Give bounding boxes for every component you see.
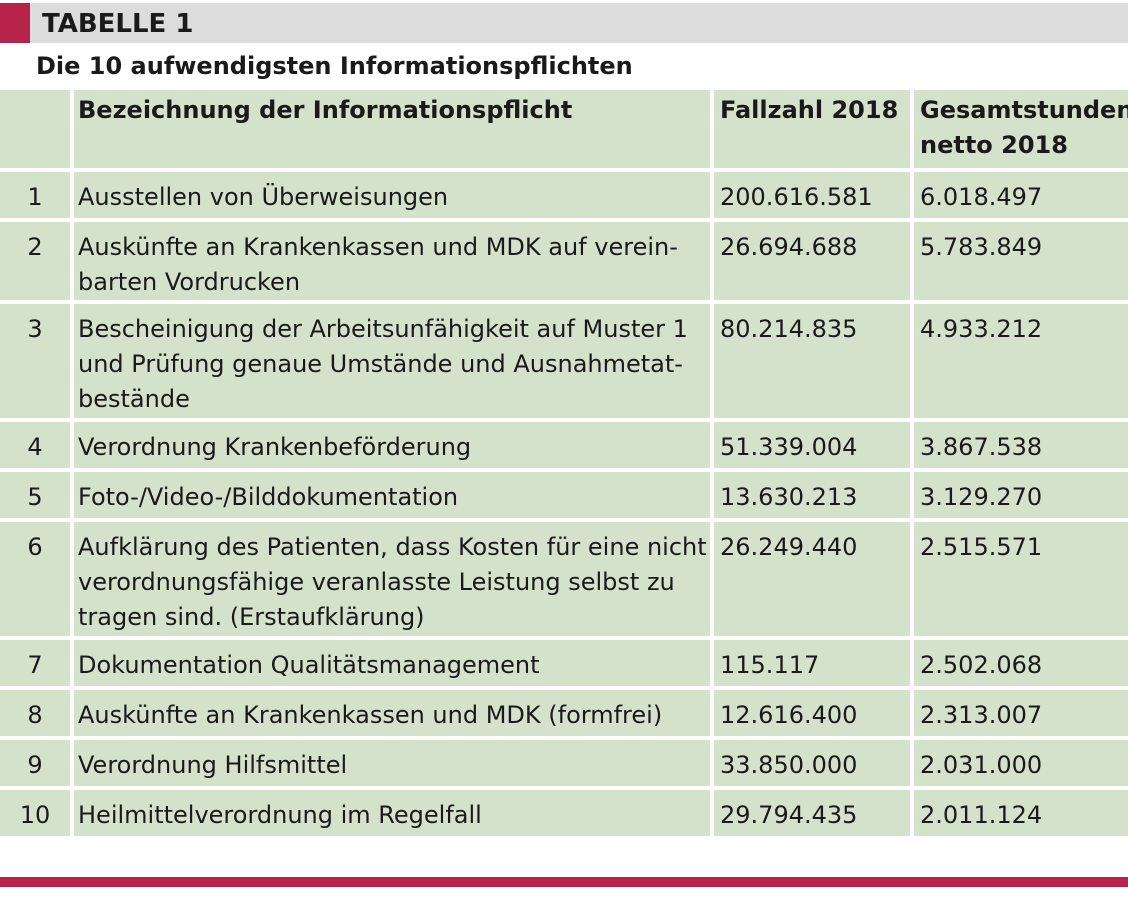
table-bottom-rule — [0, 877, 1128, 887]
table-title: Die 10 aufwendigsten Informationspflicht… — [36, 52, 633, 80]
row-hours: 2.502.068 — [914, 640, 1128, 686]
row-hours: 2.515.571 — [914, 522, 1128, 636]
row-name: Ausstellen von Überweisungen — [74, 172, 710, 218]
row-hours: 4.933.212 — [914, 304, 1128, 418]
row-name: Heilmittelverordnung im Regelfall — [74, 790, 710, 836]
table-row: 8 Auskünfte an Krankenkassen und MDK (fo… — [0, 690, 1128, 736]
row-name: Foto-/Video-/Bilddokumentation — [74, 472, 710, 518]
row-hours: 6.018.497 — [914, 172, 1128, 218]
row-cases: 13.630.213 — [714, 472, 910, 518]
table-label: TABELLE 1 — [42, 9, 194, 39]
table-row: 9 Verordnung Hilfsmittel 33.850.000 2.03… — [0, 740, 1128, 786]
header-cases: Fallzahl 2018 — [714, 90, 910, 168]
row-number: 9 — [0, 740, 70, 786]
row-name: Aufklärung des Patienten, dass Kosten fü… — [74, 522, 710, 636]
row-name: Bescheinigung der Arbeitsunfähigkeit auf… — [74, 304, 710, 418]
header-accent-block — [0, 3, 30, 43]
row-cases: 115.117 — [714, 640, 910, 686]
row-hours: 5.783.849 — [914, 222, 1128, 300]
row-hours: 2.313.007 — [914, 690, 1128, 736]
row-name: Dokumentation Qualitätsmanagement — [74, 640, 710, 686]
table-row: 1 Ausstellen von Überweisungen 200.616.5… — [0, 172, 1128, 218]
table-row: 5 Foto-/Video-/Bilddokumentation 13.630.… — [0, 472, 1128, 518]
table-row: 10 Heilmittelverordnung im Regelfall 29.… — [0, 790, 1128, 836]
row-number: 8 — [0, 690, 70, 736]
table-header-row: Bezeichnung der Informationspflicht Fall… — [0, 90, 1128, 168]
row-name: Verordnung Krankenbeförderung — [74, 422, 710, 468]
table-row: 3 Bescheinigung der Arbeitsunfähigkeit a… — [0, 304, 1128, 418]
row-cases: 29.794.435 — [714, 790, 910, 836]
data-table: Bezeichnung der Informationspflicht Fall… — [0, 90, 1128, 836]
row-hours: 2.011.124 — [914, 790, 1128, 836]
row-cases: 26.694.688 — [714, 222, 910, 300]
row-hours: 2.031.000 — [914, 740, 1128, 786]
row-cases: 12.616.400 — [714, 690, 910, 736]
row-cases: 200.616.581 — [714, 172, 910, 218]
header-name: Bezeichnung der Informationspflicht — [74, 90, 710, 168]
row-hours: 3.129.270 — [914, 472, 1128, 518]
table-header-bar — [0, 3, 1128, 43]
row-number: 3 — [0, 304, 70, 418]
header-hours: Gesamtstunden netto 2018 — [914, 90, 1128, 168]
row-number: 7 — [0, 640, 70, 686]
row-cases: 33.850.000 — [714, 740, 910, 786]
row-number: 2 — [0, 222, 70, 300]
row-name: Verordnung Hilfsmittel — [74, 740, 710, 786]
row-hours: 3.867.538 — [914, 422, 1128, 468]
header-number — [0, 90, 70, 168]
row-name: Auskünfte an Krankenkassen und MDK (form… — [74, 690, 710, 736]
row-number: 6 — [0, 522, 70, 636]
table-row: 7 Dokumentation Qualitätsmanagement 115.… — [0, 640, 1128, 686]
table-row: 4 Verordnung Krankenbeförderung 51.339.0… — [0, 422, 1128, 468]
row-cases: 26.249.440 — [714, 522, 910, 636]
row-name: Auskünfte an Krankenkassen und MDK auf v… — [74, 222, 710, 300]
row-number: 1 — [0, 172, 70, 218]
row-number: 5 — [0, 472, 70, 518]
table-row: 2 Auskünfte an Krankenkassen und MDK auf… — [0, 222, 1128, 300]
row-number: 4 — [0, 422, 70, 468]
row-cases: 80.214.835 — [714, 304, 910, 418]
row-cases: 51.339.004 — [714, 422, 910, 468]
row-number: 10 — [0, 790, 70, 836]
table-row: 6 Aufklärung des Patienten, dass Kosten … — [0, 522, 1128, 636]
